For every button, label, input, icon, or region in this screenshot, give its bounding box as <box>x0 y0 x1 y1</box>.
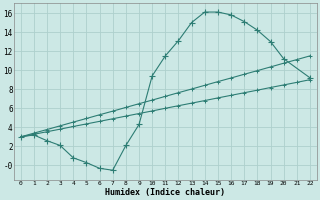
X-axis label: Humidex (Indice chaleur): Humidex (Indice chaleur) <box>105 188 225 197</box>
